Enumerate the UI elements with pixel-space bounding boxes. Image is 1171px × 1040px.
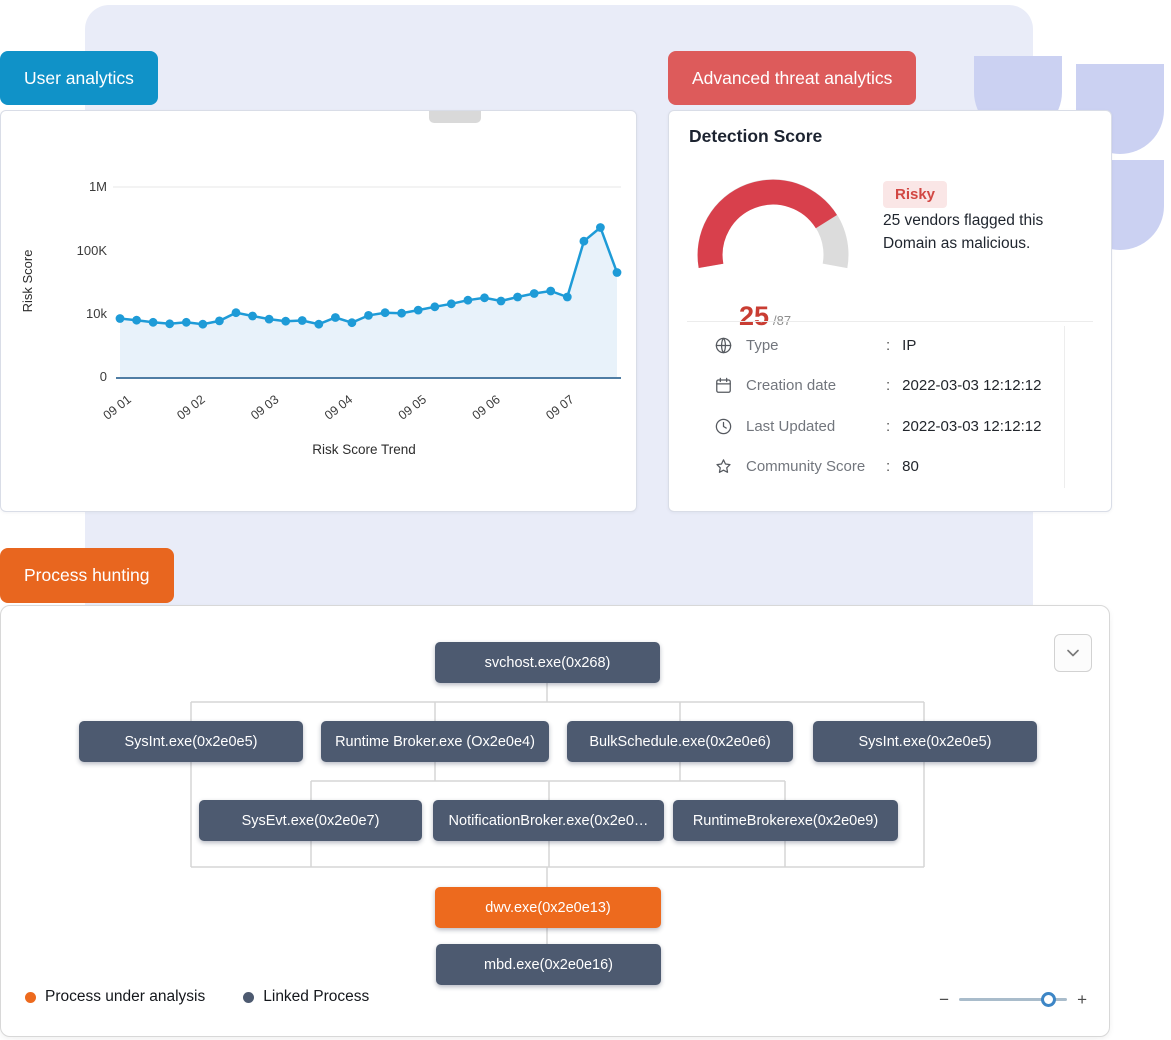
svg-text:100K: 100K bbox=[77, 243, 108, 258]
detection-row-label: Last Updated bbox=[746, 417, 836, 435]
process-node-bulkschedule[interactable]: BulkSchedule.exe(0x2e0e6) bbox=[567, 721, 793, 762]
detection-score-panel: Detection Score 25/87 Risky 25 vendors f… bbox=[668, 110, 1112, 512]
detection-gauge: 25/87 bbox=[685, 163, 860, 343]
svg-text:09 05: 09 05 bbox=[396, 392, 429, 422]
process-node-sysint-1[interactable]: SysInt.exe(0x2e0e5) bbox=[79, 721, 303, 762]
detection-score-max: /87 bbox=[772, 313, 792, 328]
calendar-icon bbox=[714, 376, 733, 395]
gauge-arc bbox=[697, 179, 848, 269]
legend-dot-linked bbox=[243, 991, 255, 1003]
detection-row-label: Community Score bbox=[746, 458, 866, 476]
svg-text:Risk Score Trend: Risk Score Trend bbox=[312, 442, 416, 457]
detection-row-value: 2022-03-03 12:12:12 bbox=[902, 417, 1042, 435]
risk-trend-chart: 1M 100K 10k 0 09 01 09 02 09 03 09 04 09 05 09 06… bbox=[20, 179, 622, 457]
legend-item-linked: Linked Process bbox=[243, 988, 369, 1006]
vertical-divider bbox=[1064, 326, 1065, 488]
process-node-sysint-2[interactable]: SysInt.exe(0x2e0e5) bbox=[813, 721, 1037, 762]
zoom-control: − + bbox=[939, 990, 1087, 1008]
process-node-dwv[interactable]: dwv.exe(0x2e0e13) bbox=[435, 887, 661, 928]
svg-text:09 02: 09 02 bbox=[174, 392, 207, 422]
detection-row-colon: : bbox=[886, 377, 891, 395]
tab-process-hunting[interactable]: Process hunting bbox=[0, 548, 174, 603]
process-node-notificationbroker[interactable]: NotificationBroker.exe(0x2e0… bbox=[433, 800, 664, 841]
svg-text:Risk Score: Risk Score bbox=[20, 250, 35, 313]
svg-text:09 07: 09 07 bbox=[543, 392, 576, 422]
detection-row: Creation date:2022-03-03 12:12:12 bbox=[714, 366, 1056, 407]
svg-text:09 06: 09 06 bbox=[470, 392, 503, 422]
legend-item-analysis: Process under analysis bbox=[25, 988, 205, 1006]
tree-legend: Process under analysis Linked Process bbox=[25, 988, 369, 1006]
zoom-slider-knob[interactable] bbox=[1041, 991, 1057, 1007]
risk-score-panel: 1M 100K 10k 0 09 01 09 02 09 03 09 04 09 05 09 06… bbox=[0, 110, 637, 512]
svg-text:09 03: 09 03 bbox=[248, 392, 281, 422]
legend-label: Linked Process bbox=[263, 988, 370, 1005]
detection-row-colon: : bbox=[886, 336, 891, 354]
legend-dot-analysis bbox=[25, 991, 36, 1003]
tab-advanced-threat-analytics[interactable]: Advanced threat analytics bbox=[668, 51, 917, 105]
legend-label: Process under analysis bbox=[45, 988, 206, 1005]
globe-icon bbox=[714, 336, 733, 355]
clock-icon bbox=[714, 417, 733, 436]
detection-row-value: 80 bbox=[902, 458, 919, 476]
detection-row-value: 2022-03-03 12:12:12 bbox=[902, 377, 1042, 395]
process-hunting-panel: svchost.exe(0x268) SysInt.exe(0x2e0e5) R… bbox=[0, 605, 1110, 1037]
detection-row-colon: : bbox=[886, 458, 891, 476]
svg-text:1M: 1M bbox=[89, 179, 107, 194]
detection-details-list: Type: IP Creation date:2022-03-03 12:12:12… bbox=[714, 325, 1056, 487]
detection-row-label: Creation date bbox=[746, 377, 837, 395]
tab-user-analytics[interactable]: User analytics bbox=[0, 51, 158, 105]
process-node-svchost[interactable]: svchost.exe(0x268) bbox=[435, 642, 660, 683]
process-node-mbd[interactable]: mbd.exe(0x2e0e16) bbox=[436, 944, 661, 985]
scrollbar-thumb[interactable] bbox=[429, 111, 481, 123]
detection-row: Last Updated:2022-03-03 12:12:12 bbox=[714, 406, 1056, 447]
process-node-sysevt[interactable]: SysEvt.exe(0x2e0e7) bbox=[199, 800, 422, 841]
svg-text:10k: 10k bbox=[86, 306, 107, 321]
process-tree-connectors bbox=[190, 683, 925, 944]
detection-row: Type: IP bbox=[714, 325, 1056, 366]
detection-row-colon: : bbox=[886, 417, 891, 435]
detection-title: Detection Score bbox=[689, 126, 823, 146]
detection-score-value: 25 bbox=[738, 301, 769, 331]
detection-description: 25 vendors flagged this Domain as malici… bbox=[883, 212, 1044, 253]
process-node-runtimebroker-child[interactable]: RuntimeBrokerexe(0x2e0e9) bbox=[673, 800, 898, 841]
chevron-down-icon bbox=[1067, 649, 1079, 657]
star-icon bbox=[714, 457, 733, 476]
svg-text:0: 0 bbox=[100, 369, 107, 384]
risk-status-badge: Risky bbox=[883, 181, 948, 208]
svg-text:09 01: 09 01 bbox=[101, 392, 134, 422]
collapse-panel-button[interactable] bbox=[1054, 634, 1092, 672]
svg-text:09 04: 09 04 bbox=[322, 392, 355, 422]
divider bbox=[687, 321, 1093, 322]
zoom-out-button[interactable]: − bbox=[939, 989, 950, 1009]
zoom-slider-track[interactable] bbox=[959, 991, 1068, 1007]
zoom-in-button[interactable]: + bbox=[1077, 989, 1087, 1009]
detection-row-value: IP bbox=[902, 336, 917, 354]
process-node-runtime-broker[interactable]: Runtime Broker.exe (Ox2e0e4) bbox=[321, 721, 549, 762]
detection-row-label: Type bbox=[746, 336, 779, 354]
detection-row: Community Score:80 bbox=[714, 447, 1056, 488]
gauge-score: 25/87 bbox=[685, 301, 845, 332]
